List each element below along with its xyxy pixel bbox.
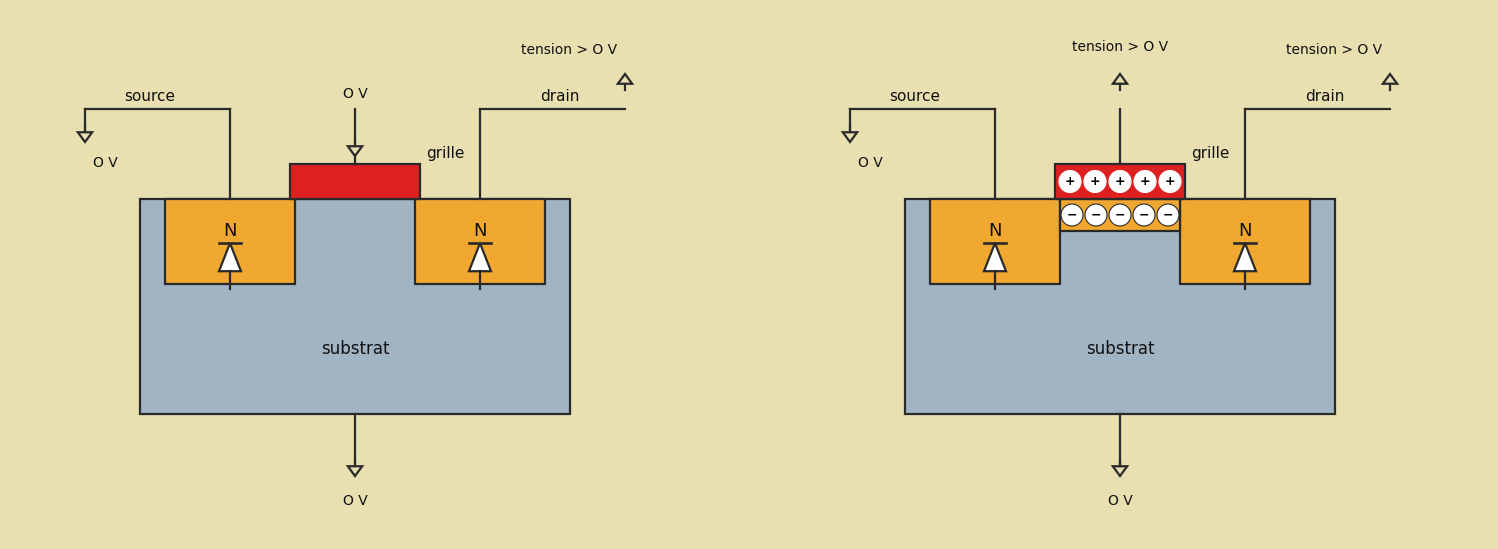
Bar: [905, 199, 1335, 414]
Circle shape: [1061, 204, 1083, 226]
Polygon shape: [469, 243, 491, 271]
Text: O V: O V: [93, 156, 118, 170]
Text: N: N: [223, 222, 237, 240]
Text: +: +: [1065, 175, 1076, 188]
Circle shape: [1159, 171, 1180, 193]
Bar: [291, 164, 419, 199]
Polygon shape: [1113, 466, 1126, 476]
Text: −: −: [1162, 209, 1173, 221]
Text: +: +: [1089, 175, 1101, 188]
Polygon shape: [348, 146, 363, 156]
Polygon shape: [1113, 74, 1126, 84]
Text: −: −: [1091, 209, 1101, 221]
Polygon shape: [843, 132, 857, 142]
Polygon shape: [617, 74, 632, 84]
Circle shape: [1059, 171, 1082, 193]
Text: +: +: [1140, 175, 1150, 188]
Text: −: −: [1138, 209, 1149, 221]
Text: source: source: [124, 89, 175, 104]
Bar: [415, 199, 545, 284]
Circle shape: [1109, 171, 1131, 193]
Text: tension > O V: tension > O V: [1073, 40, 1168, 54]
Polygon shape: [984, 243, 1007, 271]
Text: +: +: [1115, 175, 1125, 188]
Polygon shape: [1383, 74, 1398, 84]
Bar: [1180, 199, 1309, 284]
Circle shape: [1156, 204, 1179, 226]
Text: drain: drain: [541, 89, 580, 104]
Circle shape: [1085, 204, 1107, 226]
Text: substrat: substrat: [1086, 340, 1155, 358]
Text: substrat: substrat: [321, 340, 389, 358]
Text: O V: O V: [1107, 494, 1132, 508]
Text: tension > O V: tension > O V: [521, 43, 617, 57]
Polygon shape: [1234, 243, 1255, 271]
Text: O V: O V: [343, 87, 367, 101]
Text: drain: drain: [1305, 89, 1345, 104]
Polygon shape: [348, 466, 363, 476]
Text: N: N: [473, 222, 487, 240]
Bar: [1061, 199, 1180, 231]
Text: grille: grille: [425, 146, 464, 161]
Circle shape: [1085, 171, 1106, 193]
Text: source: source: [890, 89, 941, 104]
Text: grille: grille: [1191, 146, 1230, 161]
Bar: [139, 199, 571, 414]
Bar: [165, 199, 295, 284]
Text: N: N: [989, 222, 1002, 240]
Bar: [930, 199, 1061, 284]
Text: O V: O V: [858, 156, 882, 170]
Text: −: −: [1067, 209, 1077, 221]
Text: tension > O V: tension > O V: [1285, 43, 1383, 57]
Text: −: −: [1115, 209, 1125, 221]
Text: +: +: [1164, 175, 1176, 188]
Circle shape: [1134, 171, 1156, 193]
Circle shape: [1109, 204, 1131, 226]
Circle shape: [1132, 204, 1155, 226]
Polygon shape: [78, 132, 93, 142]
Polygon shape: [219, 243, 241, 271]
Text: O V: O V: [343, 494, 367, 508]
Bar: [1055, 164, 1185, 199]
Text: N: N: [1239, 222, 1252, 240]
